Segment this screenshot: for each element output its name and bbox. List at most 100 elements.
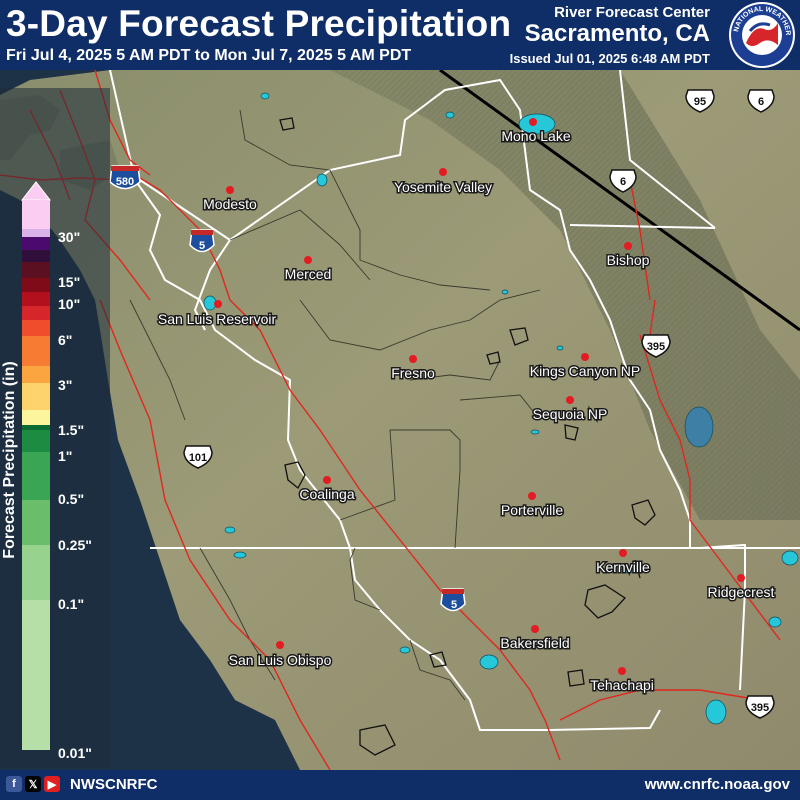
- legend-label-30: 30": [58, 229, 80, 245]
- legend-label-0-1: 0.1": [58, 596, 84, 612]
- map-area: 5 5 580 101 395: [0, 70, 800, 770]
- svg-text:Sequoia NP: Sequoia NP: [533, 406, 608, 422]
- svg-text:Porterville: Porterville: [501, 502, 563, 518]
- rfc-location: Sacramento, CA: [524, 20, 710, 47]
- legend-bin: [22, 410, 50, 425]
- svg-text:San Luis Reservoir: San Luis Reservoir: [158, 311, 277, 327]
- us-6-shield: 6: [747, 89, 775, 113]
- city-bakersfield: Bakersfield: [499, 625, 571, 653]
- svg-text:95: 95: [694, 96, 706, 108]
- city-merced: Merced: [283, 256, 333, 284]
- facebook-icon[interactable]: f: [6, 776, 22, 792]
- legend-bin: [22, 430, 50, 452]
- legend-bin: [22, 200, 50, 229]
- svg-text:5: 5: [451, 599, 457, 611]
- legend-bin: [22, 600, 50, 750]
- legend-bin: [22, 237, 50, 250]
- svg-text:395: 395: [647, 341, 665, 353]
- legend-color-bins: [22, 200, 50, 750]
- city-kings-canyon-np: Kings Canyon NP: [528, 353, 642, 381]
- legend-bin: [22, 306, 50, 320]
- us-395-shield: 395: [745, 695, 775, 719]
- legend-background: [0, 88, 110, 768]
- city-san-luis-obispo: San Luis Obispo: [227, 641, 333, 670]
- svg-text:Ridgecrest: Ridgecrest: [708, 584, 775, 600]
- legend-bin: [22, 278, 50, 292]
- valid-period: Fri Jul 4, 2025 5 AM PDT to Mon Jul 7, 2…: [6, 47, 412, 64]
- svg-text:San Luis Obispo: San Luis Obispo: [229, 652, 332, 668]
- legend-label-0-25: 0.25": [58, 537, 92, 553]
- legend-bin: [22, 366, 50, 383]
- us-395-shield: 395: [641, 334, 671, 358]
- terrain-hatch: [330, 70, 800, 520]
- legend-label-15: 15": [58, 274, 80, 290]
- legend-bin: [22, 336, 50, 366]
- legend-bin: [22, 250, 50, 262]
- state-boundary-line: [439, 70, 800, 332]
- legend-bin: [22, 383, 50, 410]
- svg-text:5: 5: [199, 240, 205, 252]
- svg-text:101: 101: [189, 452, 207, 464]
- svg-text:Yosemite Valley: Yosemite Valley: [394, 179, 492, 195]
- svg-text:Mono Lake: Mono Lake: [501, 128, 570, 144]
- us-101-shield: 101: [183, 445, 213, 469]
- social-icons: f 𝕏 ▶: [6, 776, 60, 792]
- city-yosemite-valley: Yosemite Valley: [392, 168, 494, 197]
- legend-bin: [22, 320, 50, 336]
- svg-text:Modesto: Modesto: [203, 196, 257, 212]
- legend-label-0-01: 0.01": [58, 745, 92, 761]
- svg-text:6: 6: [758, 96, 764, 108]
- legend-bin: [22, 500, 50, 545]
- legend-bin: [22, 229, 50, 237]
- city-kernville: Kernville: [595, 549, 652, 577]
- svg-text:6: 6: [620, 176, 626, 188]
- legend-bin: [22, 262, 50, 278]
- svg-text:Fresno: Fresno: [391, 365, 435, 381]
- us-95-shield: 95: [685, 89, 715, 113]
- nws-logo-icon: NATIONAL WEATHER SERVICE: [728, 1, 795, 68]
- rfc-name: River Forecast Center: [554, 4, 710, 21]
- website-link[interactable]: www.cnrfc.noaa.gov: [644, 776, 790, 793]
- legend-label-1-5: 1.5": [58, 422, 84, 438]
- legend-label-1: 1": [58, 448, 72, 464]
- legend-bin: [22, 292, 50, 306]
- svg-text:Kings Canyon NP: Kings Canyon NP: [530, 363, 641, 379]
- legend-label-3: 3": [58, 377, 72, 393]
- legend-bin: [22, 545, 50, 600]
- header-bar: 3-Day Forecast Precipitation Fri Jul 4, …: [0, 0, 800, 70]
- burn-scar-outlines: [279, 117, 656, 756]
- city-sequoia-np: Sequoia NP: [531, 396, 609, 424]
- svg-text:Bishop: Bishop: [607, 252, 650, 268]
- interstate-5-shield: 5: [440, 588, 466, 612]
- legend-title: Forecast Precipitation (in): [1, 361, 18, 558]
- footer-bar: f 𝕏 ▶ NWSCNRFC www.cnrfc.noaa.gov: [0, 770, 800, 800]
- page-title: 3-Day Forecast Precipitation: [6, 3, 512, 44]
- x-icon[interactable]: 𝕏: [25, 776, 41, 792]
- city-coalinga: Coalinga: [298, 476, 356, 504]
- lakes: [203, 92, 799, 725]
- youtube-icon[interactable]: ▶: [44, 776, 60, 792]
- county-boundaries: [129, 109, 541, 701]
- legend-labels: 30" 15" 10" 6" 3" 1.5" 1" 0.5" 0.25" 0.1…: [58, 229, 92, 761]
- city-san-luis-reservoir: San Luis Reservoir: [156, 300, 278, 329]
- city-mono-lake: Mono Lake: [500, 118, 572, 146]
- city-porterville: Porterville: [499, 492, 565, 520]
- svg-text:Tehachapi: Tehachapi: [590, 677, 654, 693]
- interstate-580-shield: 580: [109, 165, 141, 190]
- highway-shields: 5 5 580 101 395: [109, 89, 775, 719]
- basin-boundaries: [109, 70, 800, 731]
- city-markers: Mono Lake Yosemite Valley Modesto Bishop…: [156, 118, 776, 695]
- svg-text:Bakersfield: Bakersfield: [500, 635, 569, 651]
- issued-time: Issued Jul 01, 2025 6:48 AM PDT: [509, 51, 710, 66]
- legend-bin: [22, 425, 50, 430]
- legend-bin: [22, 452, 50, 500]
- interstate-5-shield: 5: [189, 229, 215, 253]
- svg-text:395: 395: [751, 702, 769, 714]
- city-modesto: Modesto: [202, 186, 259, 214]
- svg-text:Merced: Merced: [285, 266, 332, 282]
- svg-text:580: 580: [116, 176, 134, 188]
- city-tehachapi: Tehachapi: [589, 667, 655, 695]
- social-handle[interactable]: NWSCNRFC: [70, 776, 158, 793]
- svg-text:Coalinga: Coalinga: [299, 486, 354, 502]
